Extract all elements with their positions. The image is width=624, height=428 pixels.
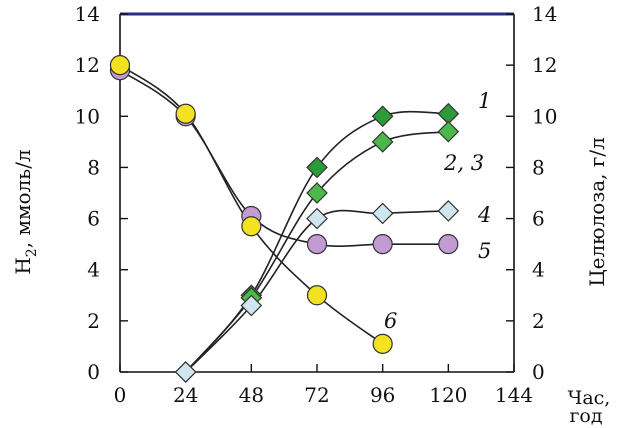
series-5-point bbox=[109, 55, 131, 76]
series-lines bbox=[119, 64, 449, 373]
series-1-point bbox=[306, 156, 328, 179]
y-right-tick-label: 14 bbox=[532, 2, 557, 26]
y-left-tick-label: 6 bbox=[87, 207, 100, 231]
y-left-tick-label: 4 bbox=[87, 258, 100, 282]
series-3-point bbox=[437, 200, 460, 222]
y-right-tick-label: 10 bbox=[532, 104, 557, 128]
series-5-point bbox=[372, 333, 393, 354]
series-4-point bbox=[438, 234, 459, 255]
y-right-tick-label: 6 bbox=[532, 207, 545, 231]
series-label-3: 4 bbox=[477, 203, 491, 227]
series-2-point bbox=[437, 120, 460, 143]
y-left-axis-title: H2, ммоль/л bbox=[11, 149, 40, 274]
series-3-point bbox=[240, 294, 263, 317]
y-right-tick-label: 2 bbox=[532, 309, 545, 333]
series-5-point bbox=[306, 285, 328, 306]
series-label-2: 2, 3 bbox=[443, 151, 484, 175]
x-tick-label: 72 bbox=[304, 383, 329, 407]
series-2-point bbox=[306, 182, 328, 204]
y-right-tick-label: 8 bbox=[532, 155, 545, 179]
series-labels: 1 2, 3 4 5 6 bbox=[384, 89, 491, 333]
y-right-tick-label: 12 bbox=[532, 53, 557, 77]
x-axis-title-line1: Час, bbox=[568, 387, 611, 409]
x-tick-label: 144 bbox=[495, 383, 533, 407]
y-left-tick-label: 12 bbox=[75, 53, 100, 77]
x-tick-label: 48 bbox=[239, 383, 264, 407]
y-left-tick-label: 10 bbox=[75, 104, 100, 128]
y-left-title-sub: 2 bbox=[24, 248, 40, 257]
series-5-point bbox=[241, 216, 262, 237]
series-3-point bbox=[174, 361, 197, 383]
y-left-tick-label: 8 bbox=[87, 155, 100, 179]
series-3-point bbox=[306, 207, 328, 230]
x-axis-title-line2: год bbox=[569, 405, 602, 427]
series-3-point bbox=[371, 202, 394, 225]
y-left-tick-label: 2 bbox=[87, 309, 100, 333]
x-tick-label: 24 bbox=[173, 383, 198, 407]
y-right-tick-label: 4 bbox=[532, 258, 545, 282]
series-label-1: 1 bbox=[478, 89, 491, 113]
x-tick-label: 96 bbox=[370, 383, 395, 407]
series-4-point bbox=[372, 234, 393, 255]
series-4-point bbox=[306, 234, 328, 255]
y-left-title-rest: , ммоль/л bbox=[11, 149, 35, 248]
series-1-point bbox=[437, 102, 460, 125]
y-right-axis-title: Целюлоза, г/л bbox=[585, 137, 609, 287]
x-tick-label: 120 bbox=[429, 383, 467, 407]
y-left-title-main: H bbox=[11, 257, 35, 274]
series-2-point bbox=[371, 131, 394, 153]
y-left-tick-label: 0 bbox=[87, 360, 100, 384]
series-5-point bbox=[175, 103, 196, 124]
y-left-tick-label: 14 bbox=[75, 2, 100, 26]
series-label-5: 6 bbox=[384, 309, 397, 333]
series-label-4: 5 bbox=[478, 239, 491, 263]
series-markers bbox=[109, 55, 460, 383]
y-right-tick-label: 0 bbox=[532, 360, 545, 384]
series-1-point bbox=[371, 105, 394, 128]
x-tick-label: 0 bbox=[114, 383, 127, 407]
